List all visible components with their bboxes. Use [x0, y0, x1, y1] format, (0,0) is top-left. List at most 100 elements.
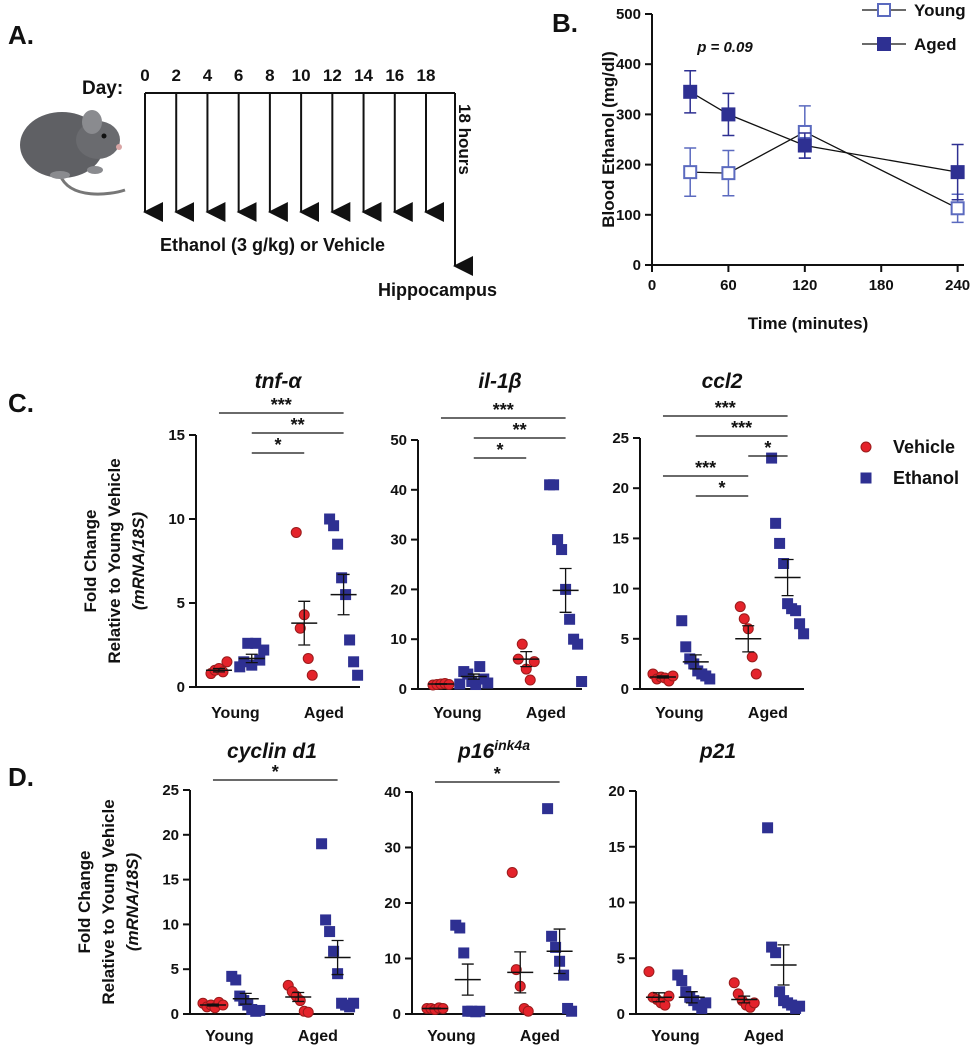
y-axis-title: Relative to Young Vehicle: [105, 458, 124, 663]
y-tick-label: 5: [617, 950, 625, 967]
significance-label: ***: [493, 400, 514, 420]
significance-label: ***: [715, 398, 736, 418]
y-axis-title: Relative to Young Vehicle: [99, 799, 118, 1004]
x-tick-label: Aged: [748, 705, 788, 722]
chart-title: p21: [699, 740, 736, 763]
data-point: [543, 804, 552, 813]
y-tick-label: 20: [384, 895, 401, 912]
mouse-icon: [20, 110, 125, 194]
data-point: [525, 675, 535, 685]
significance-label: *: [764, 438, 771, 458]
y-tick-label: 15: [608, 839, 625, 856]
day-number: 18: [417, 66, 436, 85]
data-point: [455, 923, 464, 932]
x-tick-label: Young: [651, 1028, 700, 1045]
data-point: [684, 86, 696, 98]
data-point: [255, 1006, 264, 1015]
data-point: [523, 1006, 533, 1016]
legend-marker: [862, 474, 871, 483]
y-tick-label: 5: [171, 961, 179, 978]
legend-label: Young: [914, 1, 966, 20]
data-point: [325, 927, 334, 936]
data-point: [547, 932, 556, 941]
y-axis-title: Fold Change: [81, 510, 100, 613]
panel-label: C.: [8, 388, 34, 418]
y-tick-label: 500: [616, 6, 641, 23]
data-point: [664, 991, 674, 1001]
x-tick-label: Aged: [744, 1028, 784, 1045]
day-number: 10: [292, 66, 311, 85]
y-axis-title: Fold Change: [75, 851, 94, 954]
x-tick-label: Aged: [526, 705, 566, 722]
data-point: [681, 642, 690, 651]
y-tick-label: 10: [162, 916, 179, 933]
legend-label: Aged: [914, 35, 957, 54]
x-tick-label: Aged: [304, 705, 344, 722]
legend-marker: [878, 4, 890, 16]
day-number: 2: [171, 66, 180, 85]
x-tick-label: Young: [427, 1028, 476, 1045]
y-tick-label: 10: [390, 631, 407, 648]
data-point: [475, 662, 484, 671]
significance-label: *: [496, 440, 503, 460]
data-point: [795, 619, 804, 628]
y-tick-label: 5: [177, 595, 185, 612]
data-point: [779, 559, 788, 568]
data-point: [483, 679, 492, 688]
x-tick-label: Aged: [298, 1028, 338, 1045]
y-tick-label: 20: [608, 783, 625, 800]
panel-label: A.: [8, 20, 34, 50]
data-point: [573, 640, 582, 649]
title-text: ccl2: [702, 370, 743, 393]
data-point: [735, 602, 745, 612]
data-point: [329, 521, 338, 530]
data-point: [517, 639, 527, 649]
y-tick-label: 5: [621, 631, 629, 648]
x-tick-label: Aged: [520, 1028, 560, 1045]
data-point: [799, 140, 811, 152]
data-point: [567, 1007, 576, 1016]
significance-label: **: [291, 415, 305, 435]
data-point: [795, 1002, 804, 1011]
y-tick-label: 300: [616, 106, 641, 123]
data-point: [507, 867, 517, 877]
panel-label: B.: [552, 8, 578, 38]
day-number: 0: [140, 66, 149, 85]
data-point: [775, 539, 784, 548]
y-tick-label: 0: [171, 1006, 179, 1023]
data-point: [259, 646, 268, 655]
data-point: [529, 657, 539, 667]
y-tick-label: 200: [616, 157, 641, 174]
legend-marker: [878, 38, 890, 50]
legend-label: Vehicle: [893, 437, 955, 457]
data-point: [455, 680, 464, 689]
y-tick-label: 10: [612, 581, 629, 598]
data-point: [329, 947, 338, 956]
y-tick-label: 0: [633, 257, 641, 274]
x-tick-label: 0: [648, 277, 656, 294]
data-point: [952, 166, 964, 178]
y-tick-label: 10: [168, 511, 185, 528]
legend-marker: [861, 442, 871, 452]
data-point: [549, 480, 558, 489]
y-tick-label: 0: [393, 1006, 401, 1023]
data-point: [577, 677, 586, 686]
significance-label: *: [274, 435, 281, 455]
data-point: [722, 108, 734, 120]
day-number: 14: [354, 66, 373, 85]
x-axis-title: Time (minutes): [748, 314, 869, 333]
interval-label: 18 hours: [455, 104, 474, 175]
data-point: [729, 978, 739, 988]
data-point: [231, 975, 240, 984]
data-point: [559, 971, 568, 980]
data-point: [222, 657, 232, 667]
day-number: 6: [234, 66, 243, 85]
data-point: [799, 629, 808, 638]
y-axis-title: Blood Ethanol (mg/dl): [599, 51, 618, 228]
significance-label: *: [718, 478, 725, 498]
x-tick-label: Young: [655, 705, 704, 722]
title-text: il-1β: [478, 370, 521, 393]
x-tick-label: 60: [720, 277, 737, 294]
y-tick-label: 30: [390, 532, 407, 549]
